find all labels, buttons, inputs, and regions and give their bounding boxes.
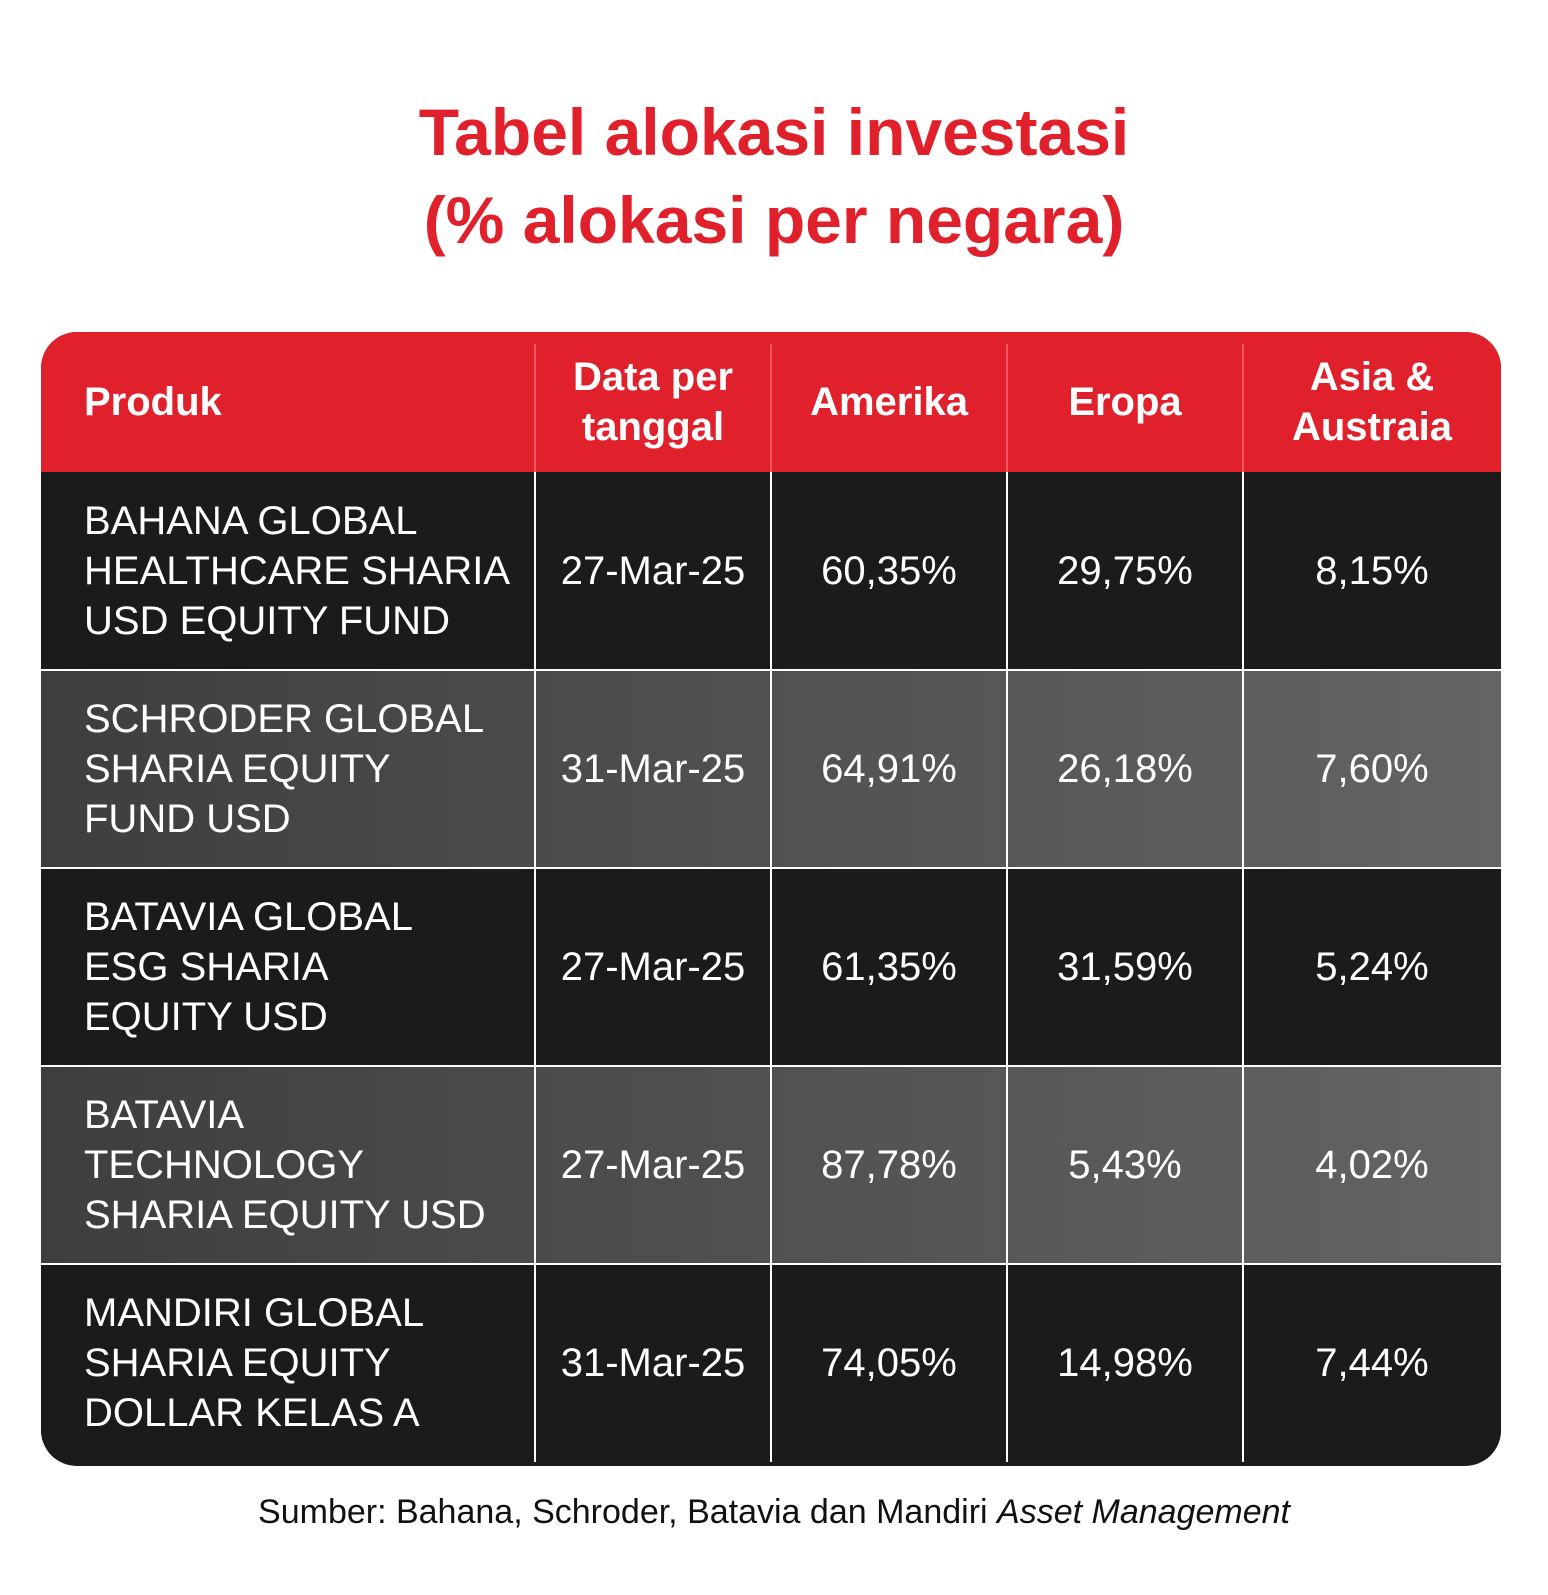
title-line-1: Tabel alokasi investasi	[418, 95, 1130, 169]
header-divider	[1006, 344, 1008, 472]
cell-produk: MANDIRI GLOBAL SHARIA EQUITY DOLLAR KELAS …	[41, 1264, 535, 1462]
cell-amerika: 87,78%	[821, 1143, 957, 1187]
header-tanggal-line-2: tanggal	[581, 405, 725, 449]
cell-amerika: 64,91%	[821, 747, 957, 791]
cell-tanggal: 27-Mar-25	[560, 945, 746, 989]
header-divider	[770, 344, 772, 472]
cell-produk: SCHRODER GLOBAL SHARIA EQUITY FUND USD	[41, 670, 535, 868]
header-divider	[1242, 344, 1244, 472]
row-divider	[41, 669, 1501, 671]
header-tanggal: Data per tanggal	[535, 332, 771, 472]
cell-tanggal: 27-Mar-25	[560, 1143, 746, 1187]
title-line-2: (% alokasi per negara)	[423, 183, 1125, 257]
cell-produk: BATAVIA GLOBAL ESG SHARIA EQUITY USD	[41, 868, 535, 1066]
product-name-line: FUND USD	[84, 797, 291, 841]
header-amerika: Amerika	[810, 380, 968, 424]
allocation-table: Produk Data per tanggal Amerika Eropa As…	[41, 332, 1501, 1466]
header-produk: Produk	[84, 380, 222, 424]
column-divider	[1006, 472, 1008, 1462]
header-eropa: Eropa	[1068, 380, 1182, 424]
header-asia-line-1: Asia &	[1309, 355, 1435, 399]
table-header: Produk Data per tanggal Amerika Eropa As…	[41, 332, 1501, 472]
cell-asia: 5,24%	[1315, 945, 1429, 989]
row-divider	[41, 867, 1501, 869]
cell-eropa: 29,75%	[1057, 549, 1193, 593]
cell-amerika: 61,35%	[821, 945, 957, 989]
product-name-line: BATAVIA	[84, 1093, 245, 1137]
column-divider	[1242, 472, 1244, 1462]
source-italic: Asset Management	[997, 1493, 1290, 1531]
product-name-line: SHARIA EQUITY	[84, 747, 391, 791]
cell-amerika: 60,35%	[821, 549, 957, 593]
product-name-line: SHARIA EQUITY	[84, 1341, 391, 1385]
product-name-line: TECHNOLOGY	[84, 1143, 365, 1187]
cell-amerika: 74,05%	[821, 1341, 957, 1385]
cell-produk: BAHANA GLOBAL HEALTHCARE SHARIA USD EQUITY…	[41, 472, 535, 670]
cell-produk: BATAVIA TECHNOLOGY SHARIA EQUITY USD	[41, 1066, 535, 1264]
column-divider	[770, 472, 772, 1462]
header-asia-line-2: Austraia	[1291, 405, 1453, 449]
product-name-line: HEALTHCARE SHARIA	[84, 549, 511, 593]
cell-tanggal: 31-Mar-25	[560, 1341, 746, 1385]
cell-eropa: 14,98%	[1057, 1341, 1193, 1385]
cell-tanggal: 31-Mar-25	[560, 747, 746, 791]
cell-asia: 7,44%	[1315, 1341, 1429, 1385]
row-divider	[41, 1065, 1501, 1067]
cell-asia: 8,15%	[1315, 549, 1429, 593]
cell-tanggal: 27-Mar-25	[560, 549, 746, 593]
product-name-line: USD EQUITY FUND	[84, 599, 450, 643]
header-tanggal-line-1: Data per	[572, 355, 734, 399]
source-prefix: Sumber: Bahana, Schroder, Batavia dan Ma…	[258, 1493, 998, 1531]
header-divider	[534, 344, 536, 472]
cell-eropa: 31,59%	[1057, 945, 1193, 989]
cell-asia: 4,02%	[1315, 1143, 1429, 1187]
header-asia: Asia & Austraia	[1243, 332, 1501, 472]
product-name-line: DOLLAR KELAS A	[84, 1391, 420, 1435]
product-name-line: ESG SHARIA	[84, 945, 329, 989]
product-name-line: SCHRODER GLOBAL	[84, 697, 485, 741]
product-name-line: BAHANA GLOBAL	[84, 499, 418, 543]
source-note: Sumber: Bahana, Schroder, Batavia dan Ma…	[0, 1488, 1548, 1536]
product-name-line: SHARIA EQUITY USD	[84, 1193, 486, 1237]
page-title: Tabel alokasi investasi (% alokasi per n…	[0, 88, 1548, 264]
row-divider	[41, 1263, 1501, 1265]
product-name-line: MANDIRI GLOBAL	[84, 1291, 425, 1335]
cell-eropa: 26,18%	[1057, 747, 1193, 791]
product-name-line: EQUITY USD	[84, 995, 328, 1039]
column-divider	[534, 472, 536, 1462]
cell-eropa: 5,43%	[1068, 1143, 1182, 1187]
product-name-line: BATAVIA GLOBAL	[84, 895, 414, 939]
cell-asia: 7,60%	[1315, 747, 1429, 791]
